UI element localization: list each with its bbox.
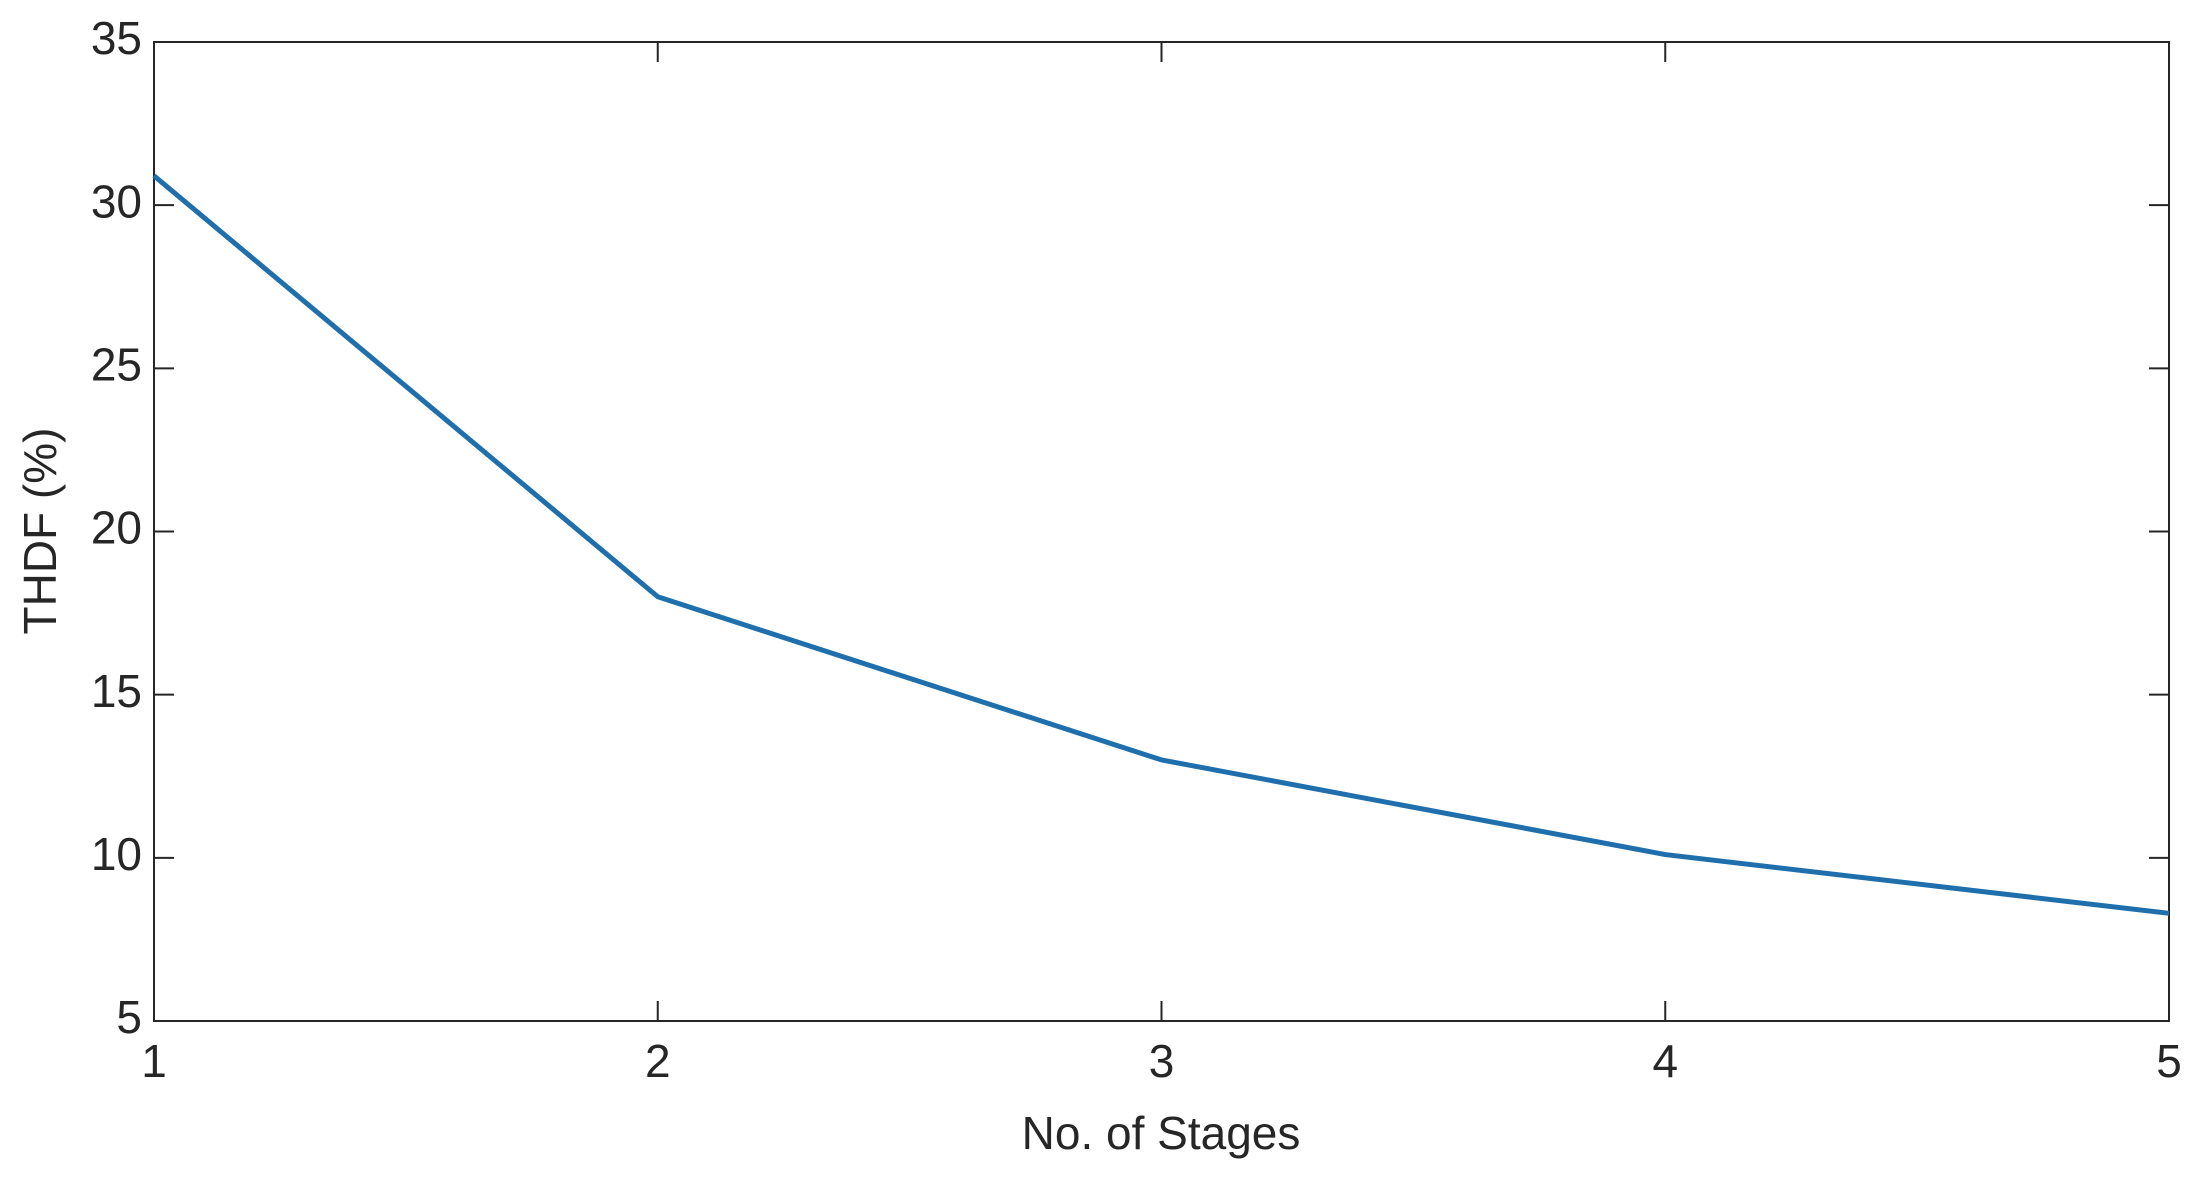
x-tick-label: 3 <box>1149 1035 1175 1087</box>
y-tick-label: 30 <box>91 175 142 227</box>
y-tick-label: 25 <box>91 338 142 390</box>
x-tick-label: 5 <box>2156 1035 2182 1087</box>
y-tick-label: 5 <box>116 991 142 1043</box>
x-tick-label: 4 <box>1652 1035 1678 1087</box>
data-line <box>152 173 2170 916</box>
x-tick-label: 2 <box>645 1035 671 1087</box>
x-tick-label: 1 <box>141 1035 167 1087</box>
y-axis-label: THDF (%) <box>14 428 66 635</box>
plot-frame <box>153 41 2170 1022</box>
x-axis-label: No. of Stages <box>1022 1107 1301 1159</box>
y-tick-label: 35 <box>91 12 142 64</box>
y-tick-label: 10 <box>91 828 142 880</box>
y-tick-label: 15 <box>91 665 142 717</box>
y-tick-label: 20 <box>91 502 142 554</box>
